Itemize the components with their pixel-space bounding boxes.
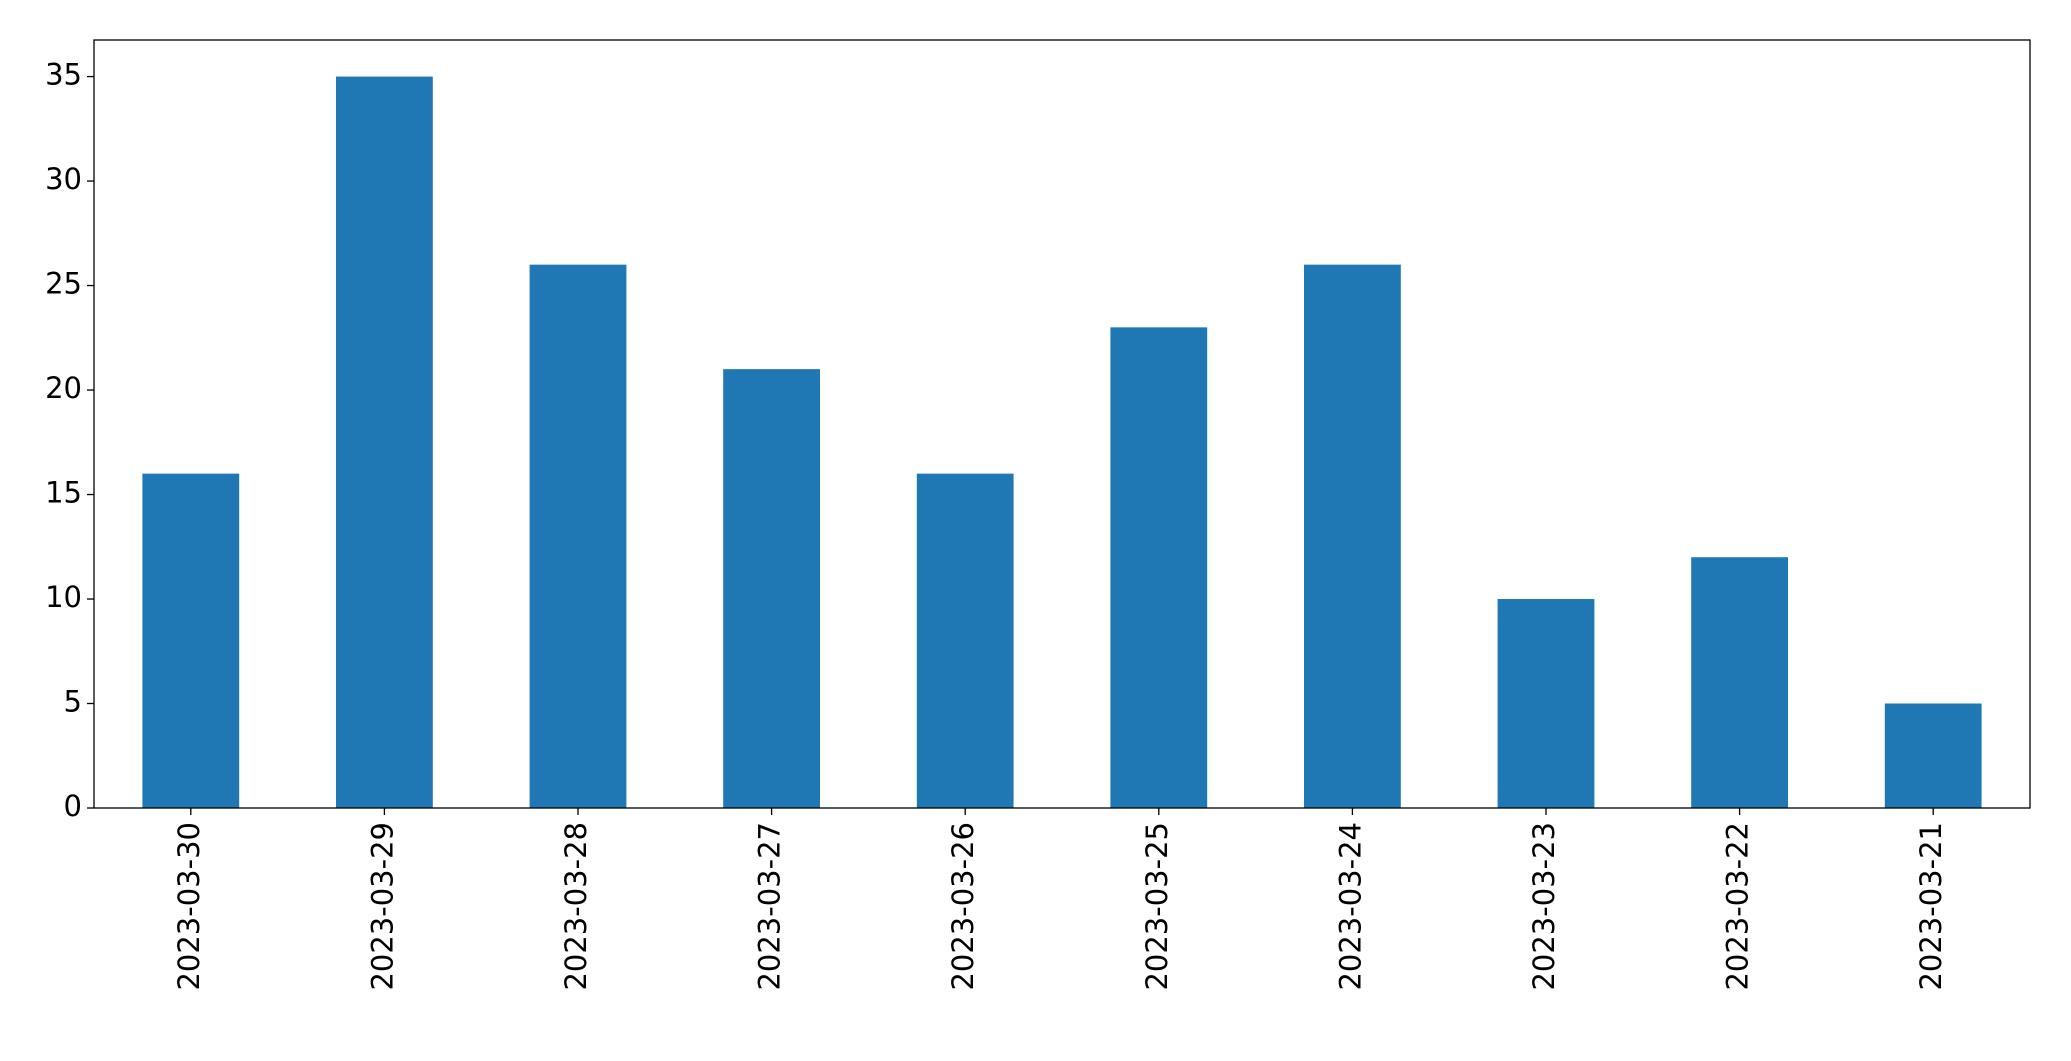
y-tick-label: 15 [45,476,82,510]
y-tick-label: 25 [45,267,82,301]
bar [1304,264,1401,808]
x-tick-label: 2023-03-22 [1721,822,1755,991]
x-tick-label: 2023-03-23 [1527,822,1561,991]
y-tick-label: 10 [45,580,82,614]
y-tick-label: 20 [45,371,82,405]
x-tick-label: 2023-03-21 [1914,822,1948,991]
y-tick-label: 30 [45,162,82,196]
bar [916,473,1014,808]
x-tick-label: 2023-03-30 [172,822,206,991]
bar [1110,327,1208,808]
x-tick-label: 2023-03-27 [753,822,787,991]
x-tick-label: 2023-03-29 [365,822,399,991]
bar [1691,557,1788,808]
bar [723,369,820,808]
bar [1884,703,1982,808]
x-tick-label: 2023-03-24 [1333,822,1367,991]
x-tick-label: 2023-03-25 [1140,822,1174,991]
bar [1497,599,1595,808]
x-tick-label: 2023-03-26 [946,822,980,991]
y-tick-label: 5 [64,685,82,719]
y-tick-label: 0 [64,789,82,823]
bar [529,264,627,808]
bar [336,76,433,809]
y-tick-label: 35 [45,58,82,92]
x-tick-label: 2023-03-28 [559,822,593,991]
plot-frame [93,39,2031,809]
bar [142,473,240,808]
